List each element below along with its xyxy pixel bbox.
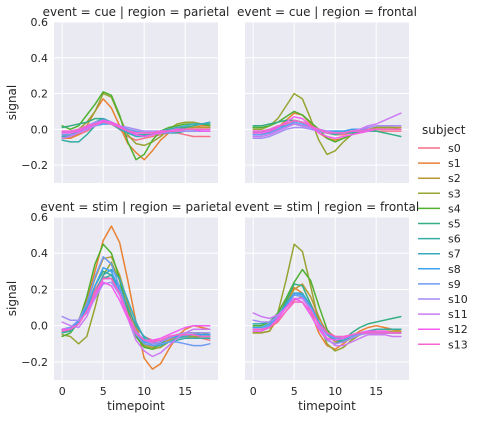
x-tick-label: 0 — [59, 385, 66, 398]
y-tick-label: 0.4 — [31, 247, 49, 260]
y-tick-label: 0.0 — [31, 320, 49, 333]
panel-background — [245, 22, 409, 183]
panel-title: event = cue | region = parietal — [43, 5, 230, 19]
legend-label-s2: s2 — [448, 172, 461, 185]
legend-label-s13: s13 — [448, 338, 468, 351]
panel-background — [54, 22, 218, 183]
panel-title: event = cue | region = frontal — [237, 5, 417, 19]
series-line-s9 — [61, 256, 211, 347]
legend-label-s11: s11 — [448, 308, 468, 321]
x-tick-label: 5 — [291, 385, 298, 398]
panel-background — [54, 217, 218, 380]
y-tick-label: −0.2 — [21, 356, 48, 369]
y-tick-label: 0.6 — [31, 211, 49, 224]
legend-title: subject — [422, 123, 466, 137]
series-line-s13 — [61, 277, 211, 343]
y-tick-label: 0.0 — [31, 123, 49, 136]
series-line-s13 — [252, 301, 402, 338]
series-line-s12 — [252, 297, 402, 341]
legend-label-s0: s0 — [448, 142, 461, 155]
series-line-s11 — [61, 277, 211, 358]
legend-label-s10: s10 — [448, 293, 468, 306]
legend-label-s3: s3 — [448, 187, 461, 200]
x-tick-label: 5 — [100, 385, 107, 398]
legend-label-s5: s5 — [448, 218, 461, 231]
series-line-s13 — [252, 119, 402, 134]
x-axis-label: timepoint — [298, 399, 356, 413]
y-tick-label: 0.2 — [31, 88, 49, 101]
series-line-s3 — [252, 92, 402, 156]
legend-label-s4: s4 — [448, 202, 461, 215]
x-axis-label: timepoint — [107, 399, 165, 413]
panel-title: event = stim | region = frontal — [235, 200, 419, 214]
x-tick-label: 10 — [137, 385, 151, 398]
y-axis-label: signal — [5, 281, 19, 317]
panel-title: event = stim | region = parietal — [40, 200, 231, 214]
x-tick-label: 10 — [328, 385, 342, 398]
series-line-s0 — [61, 119, 211, 141]
x-tick-label: 0 — [250, 385, 257, 398]
series-line-s13 — [61, 121, 211, 134]
legend-label-s1: s1 — [448, 157, 461, 170]
legend-label-s6: s6 — [448, 233, 461, 246]
y-tick-label: 0.6 — [31, 16, 49, 29]
x-tick-label: 15 — [369, 385, 383, 398]
legend-label-s8: s8 — [448, 263, 461, 276]
series-line-s4 — [61, 91, 211, 161]
series-line-s11 — [252, 112, 402, 138]
legend-label-s12: s12 — [448, 323, 468, 336]
panel-background — [245, 217, 409, 380]
y-tick-label: 0.2 — [31, 283, 49, 296]
y-tick-label: 0.4 — [31, 52, 49, 65]
x-tick-label: 15 — [178, 385, 192, 398]
y-tick-label: −0.2 — [21, 159, 48, 172]
legend-label-s9: s9 — [448, 278, 461, 291]
y-axis-label: signal — [5, 85, 19, 121]
legend-label-s7: s7 — [448, 248, 461, 261]
